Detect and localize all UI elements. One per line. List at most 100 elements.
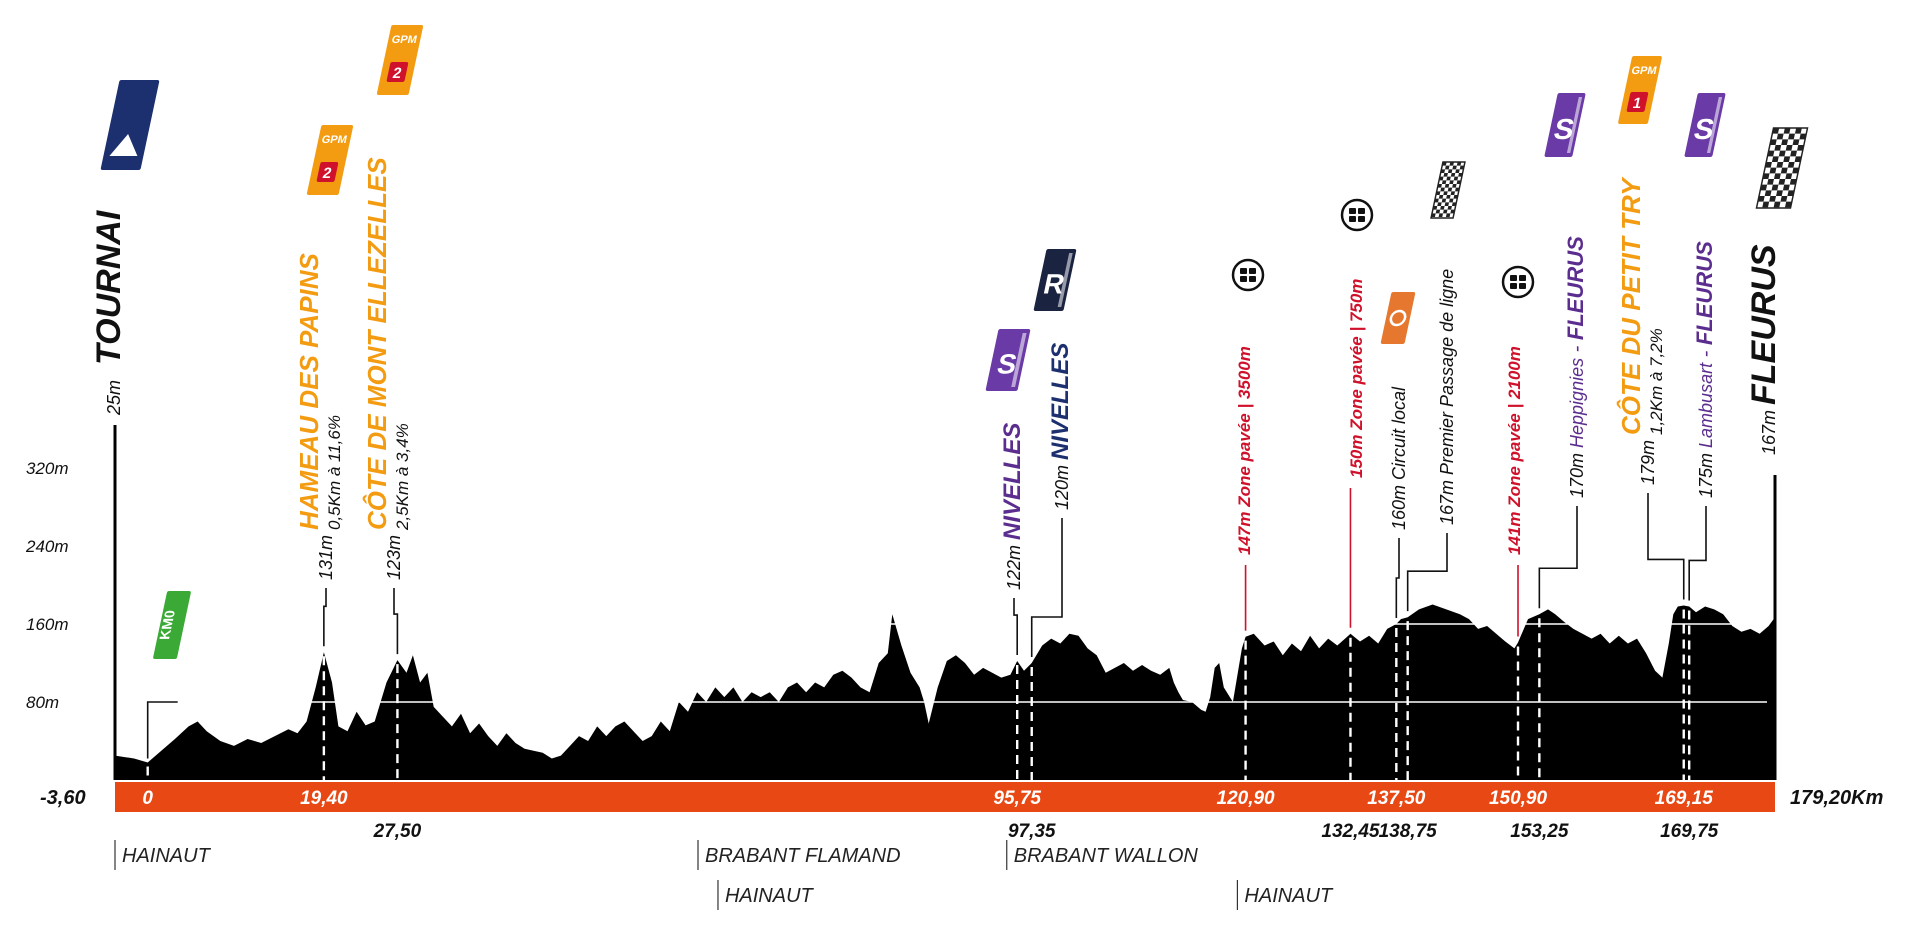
y-tick-label: 160m <box>26 615 69 634</box>
checkered-flag-icon-square <box>1443 191 1448 195</box>
checkered-flag-icon-square <box>1431 213 1436 218</box>
checkered-flag-icon-square <box>1434 198 1439 203</box>
annotation-label-group: 141m Zone pavée | 2100m <box>1505 346 1524 555</box>
finish-flag-icon-square <box>1794 156 1802 162</box>
waypoint-km-label: 0 <box>142 788 153 809</box>
finish-flag-icon-square <box>1769 167 1777 174</box>
annotation-label-group: 179m CÔTE DU PETIT TRY 1,2Km à 7,2% <box>1616 176 1666 485</box>
waypoint-km-label: 120,90 <box>1217 788 1276 809</box>
finish-flag-icon-square <box>1767 179 1774 185</box>
sprint-flag-icon-shape <box>985 329 1031 391</box>
annotation-label-group: 160m Circuit local <box>1389 386 1409 530</box>
annotation-label-group: 167m FLEURUS <box>1745 244 1783 455</box>
finish-flag-icon-square <box>1773 201 1781 208</box>
cobbles-icon-stone <box>1358 208 1365 214</box>
checkered-flag-icon <box>1430 161 1466 219</box>
finish-flag-icon-square <box>1784 201 1792 208</box>
cobbles-icon-stone <box>1358 216 1365 222</box>
feed-zone-flag-icon: R <box>1033 249 1077 311</box>
gpm-flag-icon: GPM 2 <box>306 125 354 195</box>
checkered-flag-icon-square <box>1444 202 1450 206</box>
finish-flag-icon-square <box>1773 173 1781 179</box>
cobbles-icon-stone <box>1349 208 1356 214</box>
waypoint-km-label: 19,40 <box>300 788 348 809</box>
annotation-dash: - <box>1695 345 1717 363</box>
checkered-flag-icon-square <box>1447 169 1453 174</box>
point-name-label: FLEURUS <box>1745 244 1783 405</box>
sprint-flag-icon-shape <box>1684 93 1726 157</box>
km0-flag-shape <box>153 591 191 659</box>
sprint-flag-icon: S <box>985 329 1031 391</box>
annotation-dash: - <box>1566 340 1588 358</box>
checkered-flag-icon-square <box>1440 206 1445 210</box>
checkered-flag-icon-square <box>1452 165 1457 170</box>
finish-flag-icon-square <box>1769 196 1777 202</box>
checkered-flag-icon-square <box>1449 180 1454 184</box>
feed-zone-flag-icon-shape <box>1033 249 1077 311</box>
finish-flag-icon-square <box>1760 184 1768 191</box>
zone-name: Zone pavée | 2100m <box>1505 346 1524 508</box>
finish-flag-icon-square <box>1787 162 1795 168</box>
finish-flag-icon <box>1755 127 1809 209</box>
checkered-flag-icon-square <box>1455 187 1460 192</box>
gpm-flag-badge <box>1626 92 1649 112</box>
checkered-flag-icon-square <box>1441 198 1447 203</box>
annotation-altitude: 175m <box>1696 448 1716 498</box>
circuit-flag-icon <box>1380 292 1416 344</box>
cobbles-icon <box>1501 265 1535 299</box>
finish-flag-icon-square <box>1780 167 1788 174</box>
finish-flag-icon-square <box>1787 190 1795 197</box>
distance-end-label: 179,20Km <box>1790 787 1883 809</box>
annotation-label-group: 175m Lambusart - FLEURUS <box>1692 241 1717 498</box>
finish-flag-icon-square <box>1774 145 1782 151</box>
zone-label: 141m Zone pavée | 2100m <box>1505 346 1524 555</box>
zone-label: 150m Zone pavée | 750m <box>1347 279 1366 478</box>
cobbles-icon-stone <box>1249 276 1256 282</box>
sprint-flag-icon: S <box>1684 93 1726 157</box>
finish-flag-icon-square <box>1765 162 1772 168</box>
checkered-flag-icon-square <box>1432 206 1438 210</box>
finish-flag-icon-square <box>1771 184 1779 191</box>
annotation-label-group: 147m Zone pavée | 3500m <box>1235 346 1254 555</box>
climb-name-label: HAMEAU DES PAPINS <box>294 252 324 530</box>
checkered-flag-icon-square <box>1447 187 1453 192</box>
waypoint-km-label: 95,75 <box>993 788 1041 809</box>
km0-connector <box>146 701 178 759</box>
province-label: HAINAUT <box>725 885 815 907</box>
start-flag-icon <box>100 80 160 170</box>
altitude-label: 179m <box>1638 440 1658 485</box>
annotation-text: 160m Circuit local <box>1389 386 1409 530</box>
finish-flag-icon-square <box>1776 190 1783 197</box>
waypoint-km-label: 153,25 <box>1510 821 1569 842</box>
annotation-name: Circuit local <box>1389 386 1409 480</box>
annotation-connector <box>1030 518 1063 657</box>
sprint-flag-icon-stripe <box>1011 333 1027 387</box>
finish-flag-icon-square <box>1790 150 1798 157</box>
annotation-connector <box>1688 506 1707 601</box>
finish-flag-icon-square <box>1794 128 1802 134</box>
annotation-connector <box>393 588 399 655</box>
annotation-name: Premier Passage de ligne <box>1437 269 1457 475</box>
checkered-flag-icon-square <box>1443 209 1448 214</box>
climb-detail-label: 1,2Km à 7,2% <box>1647 328 1666 435</box>
sprint-flag-icon-stripe <box>1566 97 1583 153</box>
distance-bar <box>115 782 1775 812</box>
annotation-text: 170m Heppignies - FLEURUS <box>1563 236 1588 498</box>
cobbles-icon-stone <box>1519 275 1526 281</box>
altitude-label: 167m <box>1759 410 1779 455</box>
km0-flag-icon: KM0 <box>153 591 191 659</box>
zone-label: 147m Zone pavée | 3500m <box>1235 346 1254 555</box>
checkered-flag-icon-square <box>1447 206 1452 210</box>
finish-flag-icon-square <box>1785 145 1793 151</box>
annotation-connector <box>1647 493 1685 600</box>
gpm-flag-text: GPM <box>390 34 418 46</box>
y-tick-label: 320m <box>26 459 69 478</box>
elevation-profile-area <box>115 604 1775 780</box>
annotation-text: 167m Premier Passage de ligne <box>1437 269 1457 525</box>
gpm-category-text: 1 <box>1631 95 1643 112</box>
checkered-flag-icon-square <box>1438 213 1444 218</box>
finish-flag-icon-square <box>1789 179 1797 185</box>
annotation-label-group: 122m NIVELLES <box>999 423 1026 590</box>
finish-flag-icon-square <box>1772 128 1780 134</box>
